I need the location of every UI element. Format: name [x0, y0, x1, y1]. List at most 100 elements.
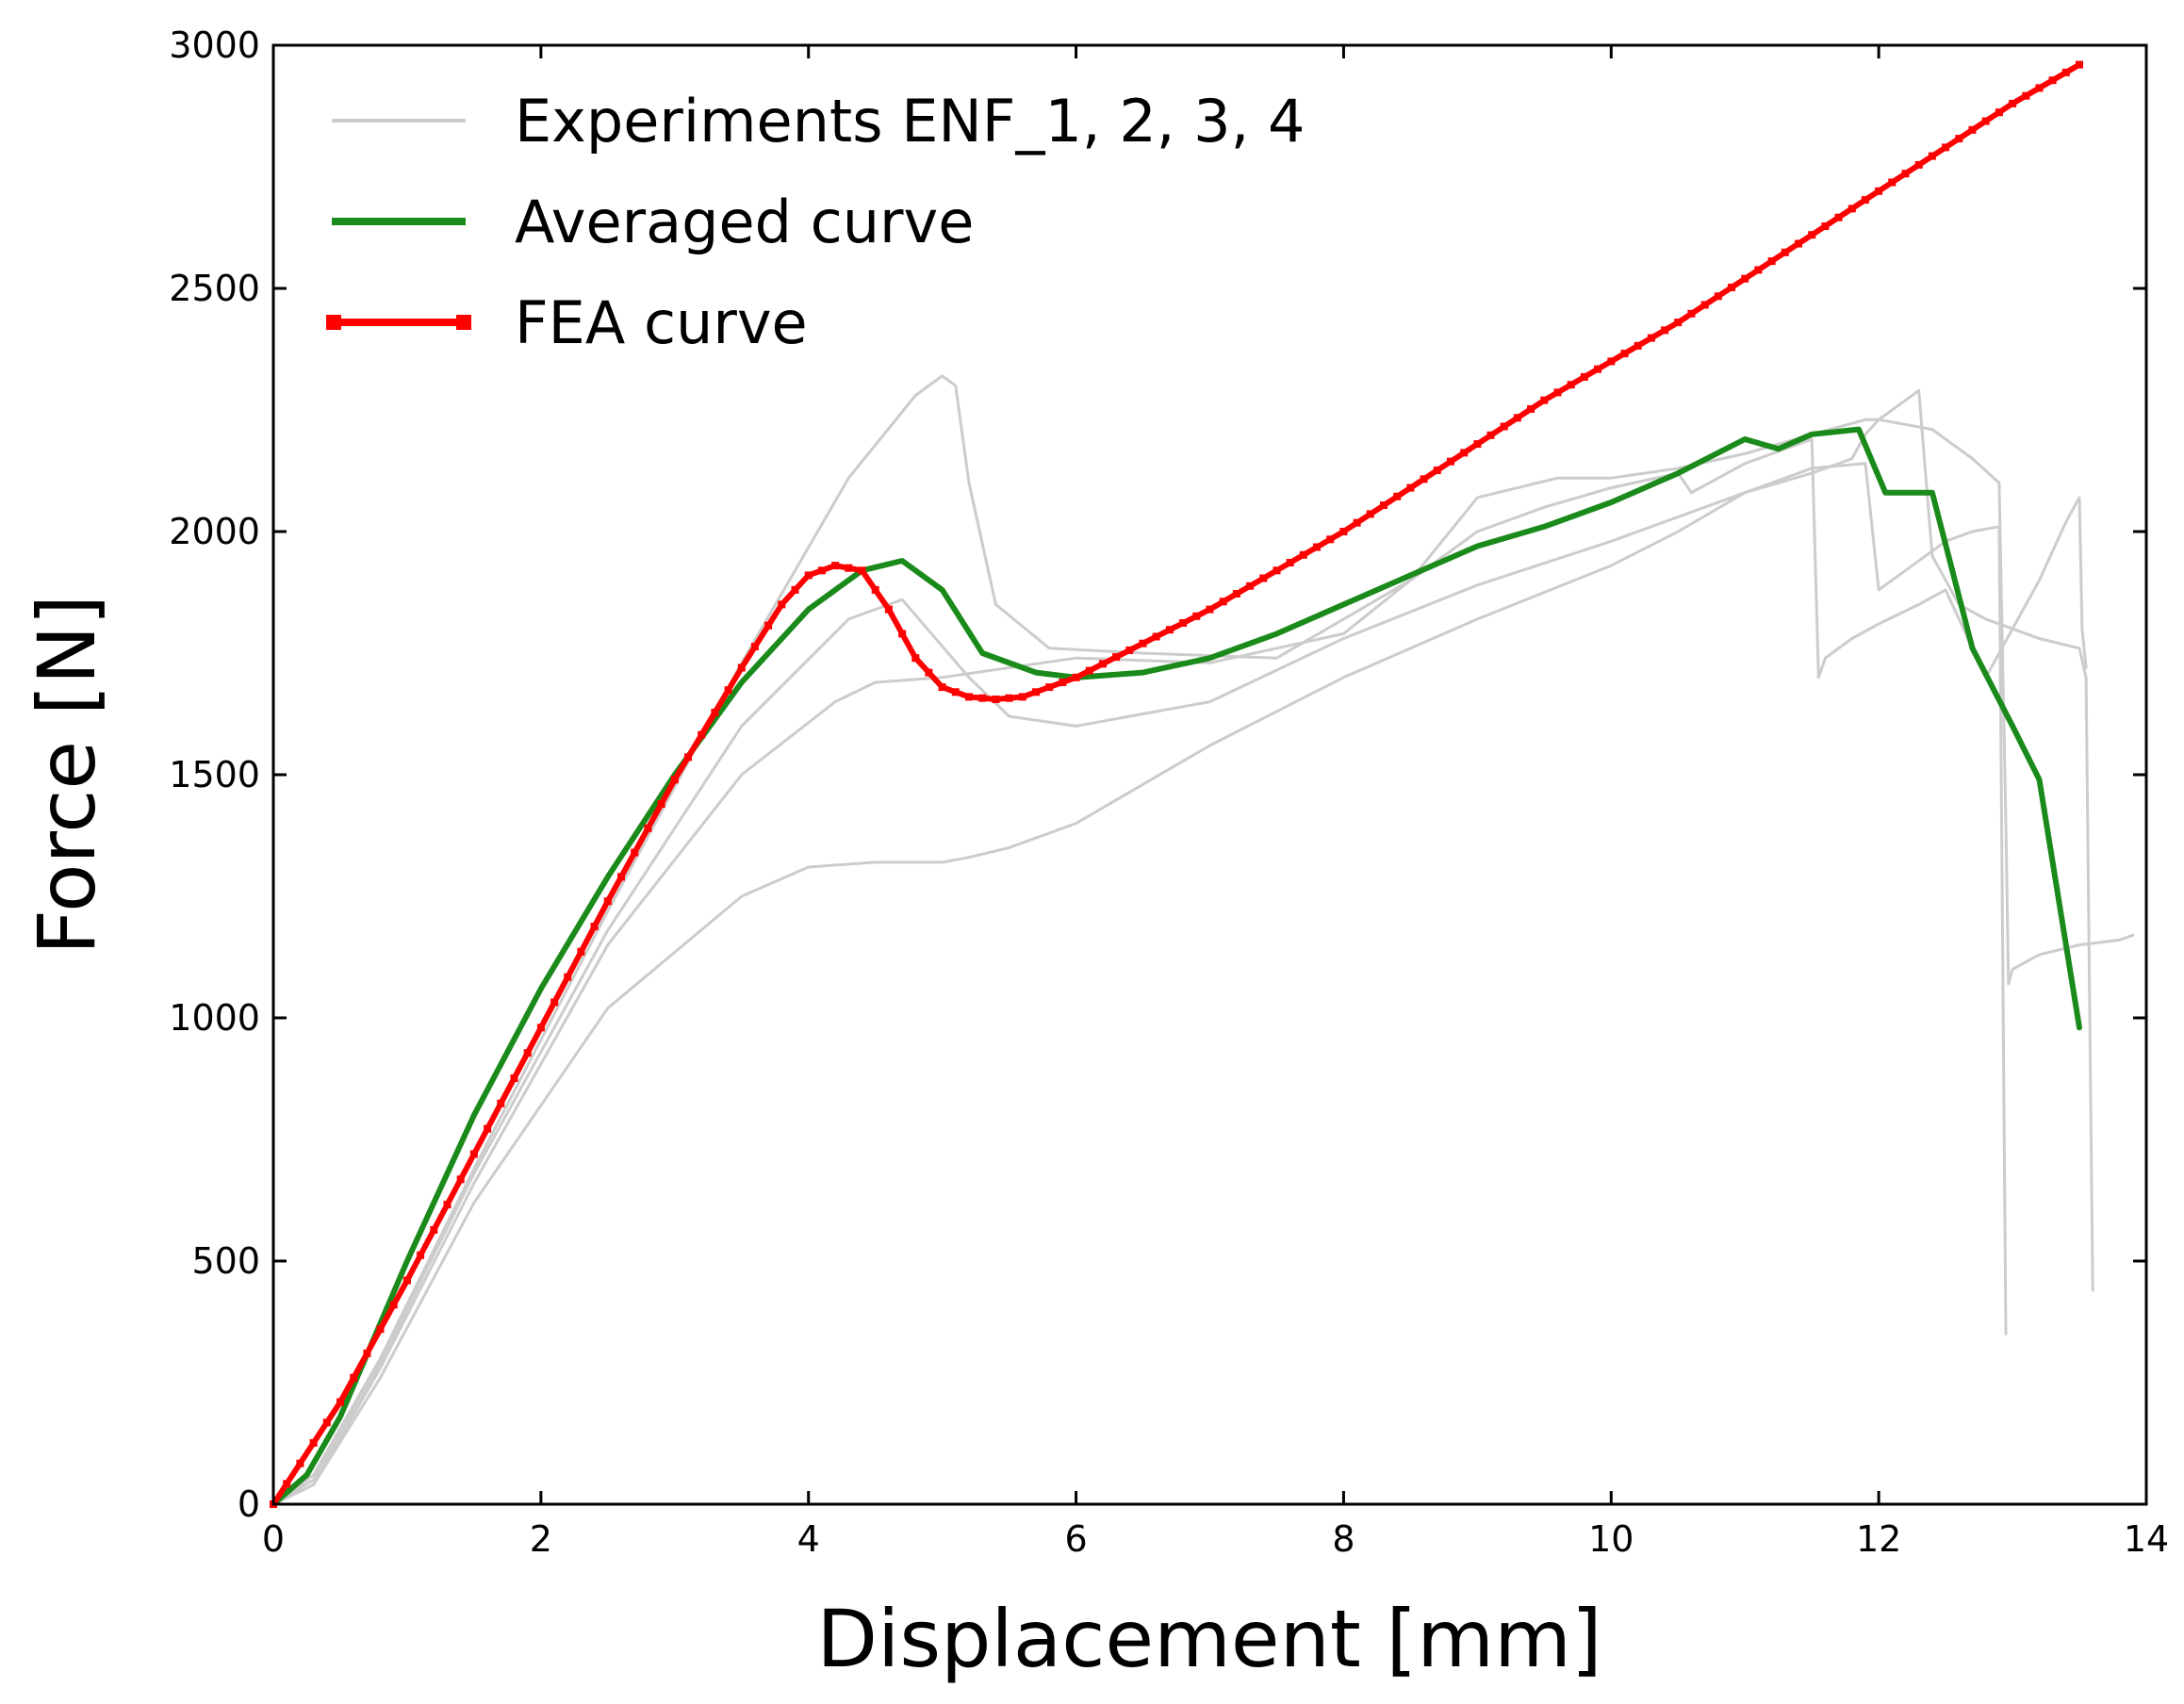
fea-marker [497, 1099, 505, 1107]
fea-marker [804, 571, 813, 580]
fea-marker [2035, 84, 2044, 92]
fea-marker [1366, 510, 1374, 518]
fea-marker [296, 1459, 304, 1467]
fea-marker [778, 600, 786, 609]
fea-marker [1273, 566, 1281, 575]
series-line-enf-4 [271, 462, 2008, 1506]
fea-marker [1821, 222, 1830, 230]
fea-marker [484, 1124, 492, 1133]
fea-marker [1513, 414, 1521, 422]
fea-marker [711, 709, 719, 716]
fea-marker [884, 605, 893, 614]
y-tick-label: 1500 [169, 754, 260, 795]
x-tick-label: 8 [1332, 1518, 1355, 1560]
x-tick-label: 4 [797, 1518, 820, 1560]
x-tick-label: 6 [1064, 1518, 1087, 1560]
fea-marker [1032, 688, 1040, 696]
fea-marker [858, 566, 866, 575]
fea-marker [1942, 143, 1950, 152]
fea-marker [1767, 257, 1776, 266]
fea-marker [1406, 483, 1415, 492]
fea-marker [684, 753, 692, 762]
fea-marker [469, 1150, 478, 1158]
fea-marker [1125, 646, 1134, 654]
fea-marker [2076, 60, 2083, 69]
fea-marker [1700, 301, 1709, 309]
fea-marker [817, 566, 826, 575]
tick-layer: 0 2 4 6 8 10 12 14 0 500 1000 1500 2000 2500 3000 [169, 25, 2169, 1560]
y-tick-label: 2000 [169, 511, 260, 552]
fea-marker [670, 776, 679, 784]
x-tick-label: 14 [2124, 1518, 2169, 1560]
fea-marker [1246, 582, 1255, 590]
x-axis-title: Displacement [mm] [816, 1593, 1601, 1685]
fea-marker [1219, 598, 1227, 606]
fea-marker [1861, 196, 1869, 205]
fea-marker [1674, 319, 1683, 327]
fea-marker [1206, 605, 1214, 614]
fea-marker [1152, 632, 1160, 641]
fea-marker [724, 686, 732, 695]
fea-marker [1661, 326, 1669, 335]
fea-marker [417, 1251, 425, 1259]
fea-marker [1326, 535, 1335, 544]
fea-marker [363, 1350, 371, 1357]
y-tick-label: 3000 [169, 25, 260, 66]
fea-marker [1232, 590, 1240, 598]
fea-marker [1553, 388, 1562, 397]
fea-marker [536, 1024, 545, 1032]
fea-marker [1714, 292, 1722, 301]
fea-marker [1473, 440, 1482, 449]
fea-marker [657, 800, 665, 808]
fea-marker [617, 873, 625, 881]
fea-marker [978, 694, 987, 702]
fea-marker [1901, 170, 1910, 178]
y-tick-label: 2500 [169, 268, 260, 309]
fea-marker [1527, 405, 1535, 413]
legend-label: FEA curve [515, 288, 808, 357]
fea-marker [1420, 475, 1428, 483]
fea-marker [1447, 457, 1454, 466]
fea-marker [1313, 543, 1321, 551]
fea-marker [1353, 518, 1361, 527]
fea-marker [1981, 117, 1990, 125]
legend-label: Experiments ENF_1, 2, 3, 4 [515, 87, 1305, 156]
fea-marker [402, 1276, 411, 1285]
fea-marker [590, 923, 599, 930]
fea-marker [1995, 108, 2003, 117]
fea-marker [1112, 653, 1121, 662]
fea-marker [898, 630, 907, 638]
fea-marker [1607, 357, 1616, 366]
fea-marker [322, 1418, 331, 1427]
fea-marker [510, 1074, 518, 1082]
fea-marker [1808, 231, 1816, 239]
x-tick-label: 12 [1856, 1518, 1901, 1560]
legend-label: Averaged curve [515, 188, 974, 256]
fea-marker [1741, 274, 1749, 283]
fea-marker [871, 585, 879, 594]
fea-marker [1339, 528, 1348, 535]
legend-marker [456, 315, 471, 330]
fea-marker [938, 683, 946, 692]
fea-marker [1085, 666, 1093, 675]
fea-marker [845, 564, 853, 572]
fea-marker [2048, 76, 2057, 85]
fea-marker [523, 1049, 532, 1057]
fea-marker [1781, 248, 1789, 256]
series-layer [270, 60, 2135, 1508]
fea-marker [603, 897, 612, 906]
fea-marker [1687, 309, 1696, 318]
fea-marker [750, 643, 759, 651]
fea-marker [1928, 152, 1936, 160]
fea-marker [1045, 683, 1054, 692]
fea-marker [1540, 396, 1549, 404]
fea-marker [925, 668, 933, 677]
fea-marker [1888, 178, 1897, 187]
fea-marker [1059, 679, 1067, 686]
fea-marker [1875, 187, 1883, 195]
fea-marker [644, 824, 652, 832]
fea-marker [2022, 91, 2030, 100]
x-tick-label: 2 [530, 1518, 552, 1560]
